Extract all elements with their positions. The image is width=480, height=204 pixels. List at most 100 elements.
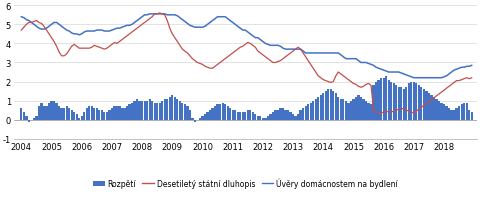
Bar — [310, 103, 312, 120]
Bar — [332, 92, 335, 120]
Bar — [304, 107, 307, 120]
Bar — [297, 114, 299, 120]
Bar — [43, 107, 45, 120]
Bar — [365, 101, 367, 120]
Bar — [418, 86, 420, 120]
Bar — [312, 101, 314, 120]
Bar — [430, 95, 432, 120]
Bar — [81, 116, 83, 120]
Bar — [161, 101, 163, 120]
Bar — [234, 111, 236, 120]
Bar — [91, 107, 93, 120]
Bar — [423, 90, 425, 120]
Bar — [277, 111, 279, 120]
Bar — [314, 99, 317, 120]
Bar — [75, 114, 78, 120]
Bar — [133, 101, 136, 120]
Bar — [403, 90, 405, 120]
Bar — [214, 107, 216, 120]
Bar — [257, 116, 259, 120]
Bar — [284, 111, 287, 120]
Bar — [348, 103, 349, 120]
Bar — [53, 101, 55, 120]
Bar — [71, 111, 73, 120]
Bar — [357, 95, 360, 120]
Bar — [375, 82, 377, 120]
Bar — [181, 103, 183, 120]
Bar — [249, 111, 252, 120]
Bar — [189, 111, 191, 120]
Bar — [383, 78, 385, 120]
Bar — [85, 109, 88, 120]
Bar — [164, 99, 166, 120]
Bar — [413, 82, 415, 120]
Bar — [433, 97, 435, 120]
Bar — [377, 80, 380, 120]
Bar — [317, 97, 319, 120]
Bar — [470, 112, 473, 120]
Bar — [275, 111, 276, 120]
Bar — [443, 105, 445, 120]
Bar — [435, 99, 438, 120]
Bar — [370, 105, 372, 120]
Bar — [244, 112, 246, 120]
Bar — [247, 111, 249, 120]
Bar — [302, 109, 304, 120]
Bar — [330, 90, 332, 120]
Bar — [174, 97, 176, 120]
Bar — [106, 112, 108, 120]
Bar — [25, 116, 27, 120]
Bar — [156, 103, 158, 120]
Bar — [259, 116, 262, 120]
Bar — [415, 84, 418, 120]
Bar — [221, 103, 224, 120]
Bar — [453, 111, 455, 120]
Bar — [428, 93, 430, 120]
Bar — [98, 111, 100, 120]
Bar — [340, 99, 342, 120]
Bar — [294, 116, 297, 120]
Bar — [420, 88, 422, 120]
Bar — [254, 114, 256, 120]
Bar — [239, 112, 241, 120]
Bar — [166, 99, 168, 120]
Bar — [194, 120, 196, 122]
Bar — [272, 112, 274, 120]
Bar — [103, 112, 106, 120]
Bar — [231, 111, 234, 120]
Bar — [345, 101, 347, 120]
Bar — [287, 111, 289, 120]
Bar — [264, 118, 266, 120]
Bar — [158, 103, 161, 120]
Bar — [335, 93, 337, 120]
Bar — [184, 105, 186, 120]
Bar — [262, 118, 264, 120]
Bar — [211, 109, 214, 120]
Bar — [397, 88, 400, 120]
Bar — [93, 109, 96, 120]
Bar — [101, 111, 103, 120]
Bar — [410, 82, 412, 120]
Bar — [466, 103, 468, 120]
Bar — [468, 111, 470, 120]
Bar — [148, 99, 151, 120]
Bar — [393, 84, 395, 120]
Bar — [405, 88, 408, 120]
Bar — [126, 107, 128, 120]
Bar — [320, 95, 322, 120]
Bar — [58, 107, 60, 120]
Bar — [307, 105, 309, 120]
Bar — [362, 99, 365, 120]
Bar — [237, 112, 239, 120]
Bar — [456, 109, 458, 120]
Bar — [219, 105, 221, 120]
Bar — [73, 112, 75, 120]
Bar — [269, 114, 272, 120]
Bar — [395, 86, 397, 120]
Bar — [40, 103, 43, 120]
Bar — [279, 109, 282, 120]
Bar — [350, 101, 352, 120]
Bar — [20, 109, 23, 120]
Bar — [390, 82, 392, 120]
Bar — [138, 101, 141, 120]
